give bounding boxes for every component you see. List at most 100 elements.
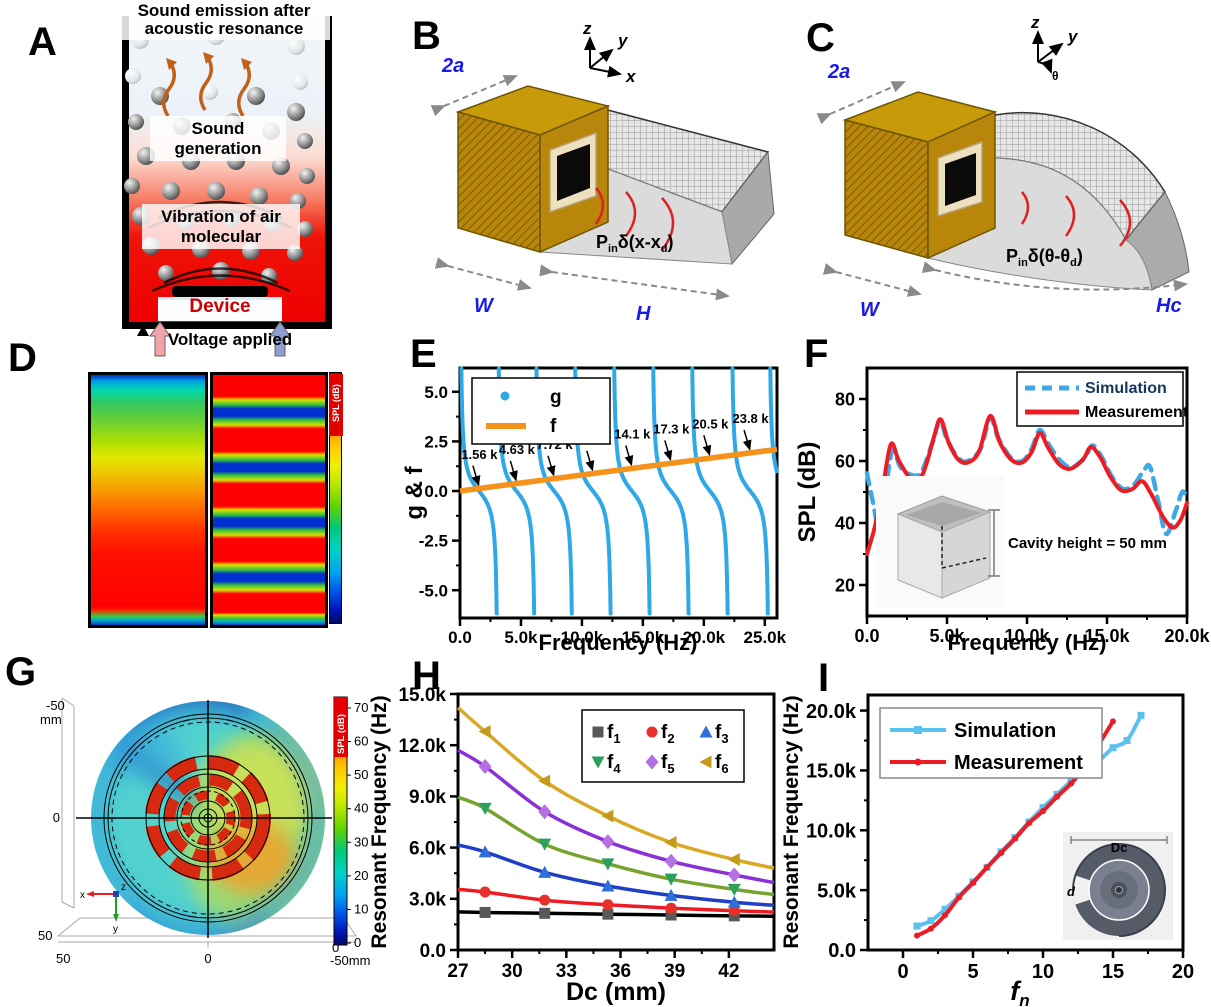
axes: 0.0 5.0k 10.0k 15.0k 20.0k 25.0k 5.0 2.5 0.0 -2.5… (419, 383, 787, 647)
panel-i-letter: I (818, 656, 830, 700)
dim-2a-label: 2a (827, 61, 850, 83)
svg-text:27: 27 (447, 961, 468, 982)
svg-text:42: 42 (718, 961, 739, 982)
svg-text:Simulation: Simulation (1085, 380, 1167, 397)
svg-text:20.0k: 20.0k (683, 628, 726, 647)
svg-text:f5: f5 (661, 752, 675, 776)
svg-text:0.0: 0.0 (448, 628, 472, 647)
svg-text:60: 60 (835, 451, 855, 471)
svg-text:0: 0 (53, 810, 60, 825)
dim-hc-label: Hc (1156, 295, 1182, 317)
legend: f1 f2 f3 f4 f5 f6 (581, 709, 745, 783)
series-f6-markers (478, 725, 740, 867)
svg-text:15.0k: 15.0k (398, 685, 446, 706)
ring-outlines (76, 700, 332, 938)
svg-text:10.0k: 10.0k (806, 820, 857, 842)
cavity-inset: Cavity height = 50 mm (876, 476, 1167, 608)
svg-text:39: 39 (664, 961, 685, 982)
svg-text:30: 30 (502, 961, 523, 982)
panel-g-letter: G (5, 650, 37, 694)
vibration-label: Vibration of air molecular (142, 204, 300, 250)
svg-text:70: 70 (354, 700, 368, 715)
svg-text:30: 30 (354, 834, 368, 849)
svg-text:20: 20 (835, 575, 855, 595)
spl-field-map-smooth (88, 372, 208, 628)
svg-text:0: 0 (332, 940, 339, 955)
orientation-triad: x y z (80, 882, 126, 935)
svg-text:fn: fn (1010, 976, 1029, 1007)
spl-field (91, 701, 325, 935)
svg-text:20.0k: 20.0k (1164, 626, 1210, 646)
axis-triad (584, 36, 622, 78)
colorbar: 70 60 50 40 30 20 10 0 SPL (dB) (333, 696, 368, 950)
svg-text:0.0: 0.0 (424, 482, 448, 501)
svg-text:4.63 k: 4.63 k (499, 442, 536, 457)
svg-text:g & f: g & f (401, 465, 428, 519)
svg-text:SPL (dB): SPL (dB) (795, 442, 821, 543)
svg-text:15: 15 (1102, 961, 1124, 983)
series-f3-markers (478, 845, 741, 908)
gold-box-front (457, 111, 541, 254)
svg-text:Simulation: Simulation (954, 720, 1056, 742)
svg-text:0: 0 (204, 951, 211, 966)
svg-text:14.1 k: 14.1 k (614, 427, 651, 442)
svg-text:50: 50 (56, 951, 70, 966)
svg-text:g: g (550, 387, 562, 408)
sound-wavefronts (594, 187, 675, 251)
series-f5-markers (478, 759, 741, 883)
series-g (459, 366, 779, 616)
svg-text:Frequency (Hz): Frequency (Hz) (948, 630, 1107, 655)
svg-text:9.0k: 9.0k (409, 787, 446, 808)
voltage-applied-label: Voltage applied (167, 330, 293, 349)
svg-text:Resonant Frequency (Hz): Resonant Frequency (Hz) (780, 695, 803, 948)
panel-d-letter: D (8, 336, 37, 380)
svg-text:-5.0: -5.0 (419, 581, 448, 600)
axis-y-label: y (617, 31, 629, 50)
dimension-arrows (816, 81, 1188, 297)
spl-field-map-striped (210, 372, 328, 628)
source-term-label: Pinδ(θ-θd) (1006, 246, 1083, 269)
voltage-arrows (137, 321, 291, 357)
svg-text:20.5 k: 20.5 k (692, 416, 729, 431)
svg-text:20.0k: 20.0k (806, 701, 857, 723)
svg-text:-50: -50 (46, 698, 65, 713)
svg-text:-2.5: -2.5 (419, 532, 448, 551)
axis-theta-label: θ (1052, 69, 1059, 83)
panel-f: F 0.0 5.0k 10.0k 15.0k 20.0k 20 40 60 80 Simulati… (794, 330, 1211, 655)
svg-text:0.0: 0.0 (420, 941, 446, 962)
svg-text:25.0k: 25.0k (744, 628, 787, 647)
dim-2a-label: 2a (441, 55, 464, 77)
svg-text:Measurement: Measurement (954, 752, 1083, 774)
series-f4-markers (478, 802, 741, 896)
sound-emission-label: Sound emission after acoustic resonance (118, 0, 330, 40)
svg-text:Resonant Frequency (Hz): Resonant Frequency (Hz) (370, 695, 391, 948)
colorbar-label-chip: SPL (dB) (329, 374, 343, 436)
svg-text:15.0k: 15.0k (622, 628, 665, 647)
dim-h-label: H (636, 303, 651, 325)
device-screen (557, 144, 590, 201)
svg-text:5.0k: 5.0k (817, 880, 857, 902)
spiral-device-inset: Dc d (1063, 832, 1173, 940)
svg-text:f2: f2 (661, 722, 675, 746)
gold-box-front (844, 119, 929, 259)
dim-w-label: W (474, 295, 495, 317)
legend: gf (471, 377, 611, 445)
colorbar-label: SPL (dB) (331, 384, 341, 422)
svg-text:f1: f1 (607, 722, 621, 746)
svg-text:f3: f3 (715, 722, 729, 746)
svg-text:10.0k: 10.0k (561, 628, 604, 647)
axis-z-label: z (1030, 13, 1040, 32)
svg-text:6.0k: 6.0k (409, 838, 446, 859)
svg-text:60: 60 (354, 734, 368, 749)
panel-b: B (400, 0, 800, 330)
svg-text:Frequency (Hz): Frequency (Hz) (539, 630, 698, 655)
device-label: Device (189, 296, 251, 317)
svg-text:Measurement: Measurement (1085, 404, 1189, 421)
svg-text:Cavity height = 50 mm: Cavity height = 50 mm (1008, 535, 1167, 552)
svg-text:10: 10 (354, 901, 368, 916)
dim-w-label: W (860, 299, 881, 321)
svg-text:z: z (121, 882, 126, 893)
svg-text:80: 80 (835, 389, 855, 409)
